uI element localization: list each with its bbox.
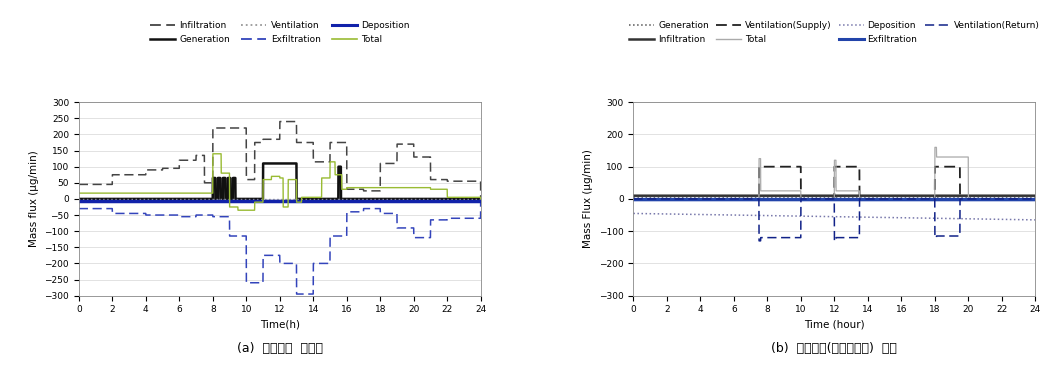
Text: (a)  회피기술  미가동: (a) 회피기술 미가동	[236, 342, 323, 355]
Legend: Infiltration, Generation, Ventilation, Exfiltration, Deposition, Total: Infiltration, Generation, Ventilation, E…	[146, 18, 413, 47]
Y-axis label: Mass flux (μg/min): Mass flux (μg/min)	[28, 150, 39, 247]
Legend: Generation, Infiltration, Ventilation(Supply), Total, Deposition, Exfiltration, : Generation, Infiltration, Ventilation(Su…	[625, 18, 1043, 47]
X-axis label: Time (hour): Time (hour)	[804, 320, 865, 330]
Text: (b)  회피기술(전열교환기)  가동: (b) 회피기술(전열교환기) 가동	[771, 342, 898, 355]
Y-axis label: Mass Flux (μg/min): Mass Flux (μg/min)	[583, 150, 594, 248]
X-axis label: Time(h): Time(h)	[260, 320, 300, 330]
